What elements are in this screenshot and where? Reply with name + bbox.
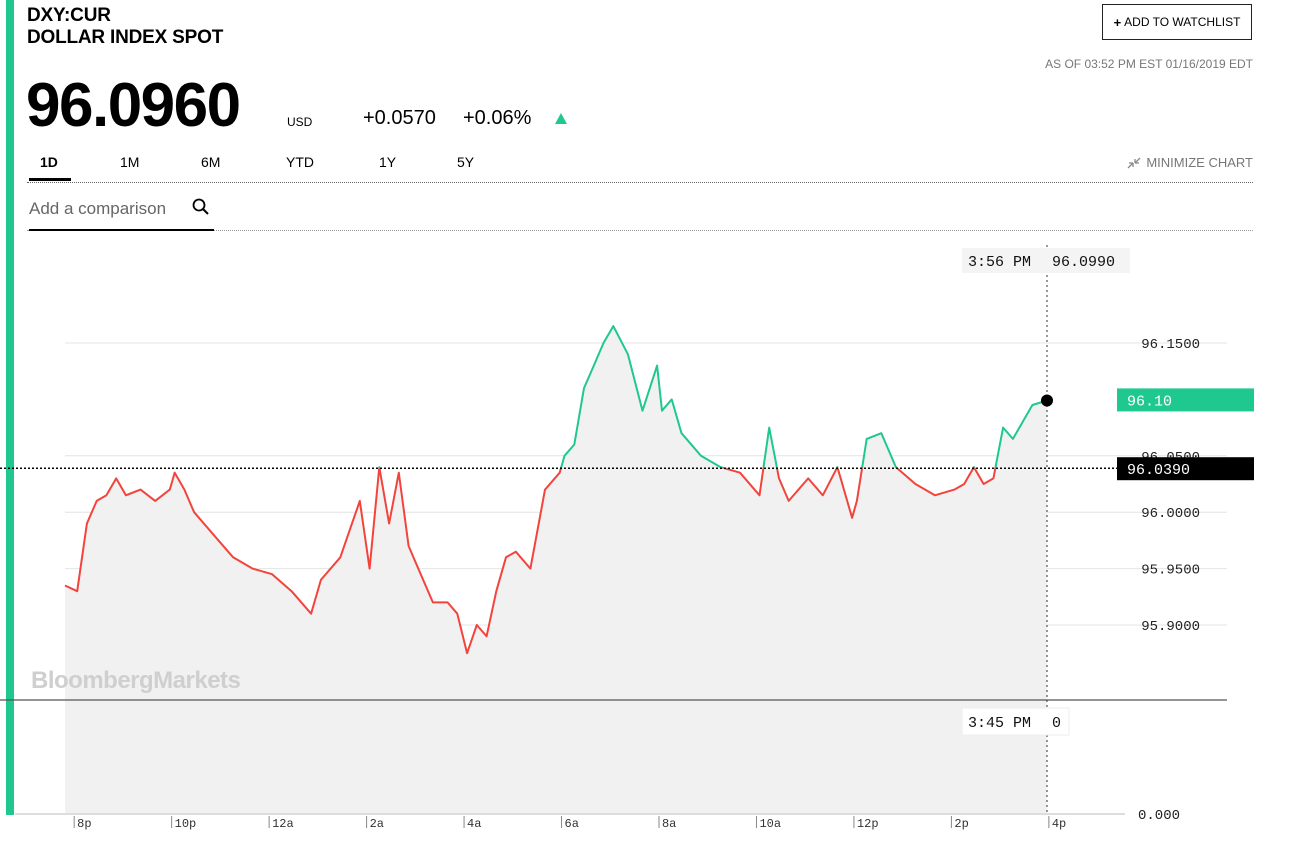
tab-1d[interactable]: 1D: [40, 154, 58, 170]
volume-tooltip-time: 3:45 PM: [968, 715, 1031, 732]
x-tick-label: 10p: [175, 817, 197, 831]
y-tick-label: 95.9500: [1141, 563, 1200, 579]
watchlist-label: ADD TO WATCHLIST: [1124, 15, 1241, 29]
volume-tooltip-box: [961, 707, 1070, 736]
comparison-search: [29, 196, 214, 231]
ticker-symbol: DXY:CUR: [27, 5, 111, 26]
x-tick-label: 8p: [77, 817, 91, 831]
security-name: DOLLAR INDEX SPOT: [27, 27, 224, 48]
x-tick-label: 4p: [1052, 817, 1066, 831]
x-tick-label: 2p: [954, 817, 968, 831]
bloomberg-watermark: BloombergMarkets: [31, 667, 241, 694]
previous-close-label: 96.0390: [1127, 462, 1190, 479]
current-price-box: [1117, 388, 1254, 412]
last-price: 96.0960: [26, 71, 241, 140]
tab-5y[interactable]: 5Y: [457, 154, 475, 170]
minimize-chart-button[interactable]: MINIMIZE CHART: [1127, 155, 1253, 170]
x-tick-label: 12a: [272, 817, 294, 831]
tab-1m[interactable]: 1M: [120, 154, 140, 170]
accent-bar: [6, 0, 14, 815]
tab-1y[interactable]: 1Y: [379, 154, 397, 170]
current-price-label: 96.10: [1127, 393, 1172, 410]
x-tick-label: 6a: [565, 817, 579, 831]
time-range-tabs: 1D 1M 6M YTD 1Y 5Y MINIMIZE CHART: [27, 150, 1253, 183]
y-tick-label: 95.9000: [1141, 619, 1200, 635]
plus-icon: +: [1113, 14, 1122, 30]
tab-ytd[interactable]: YTD: [286, 154, 314, 170]
add-to-watchlist-button[interactable]: + ADD TO WATCHLIST: [1102, 4, 1252, 40]
price-change-percent: +0.06%: [463, 107, 532, 129]
tooltip-box: [962, 248, 1130, 273]
tooltip-value: 96.0990: [1052, 254, 1115, 271]
x-tick-label: 2a: [370, 817, 384, 831]
tooltip-time: 3:56 PM: [968, 254, 1031, 271]
as-of-timestamp: AS OF 03:52 PM EST 01/16/2019 EDT: [1045, 57, 1253, 71]
minimize-icon: [1127, 157, 1141, 168]
x-tick-label: 8a: [662, 817, 676, 831]
x-tick-label: 12p: [857, 817, 879, 831]
price-area: [65, 326, 1047, 813]
comparison-row: [27, 196, 1253, 231]
current-price-marker: [1041, 394, 1053, 407]
currency-label: USD: [287, 115, 313, 129]
tab-6m[interactable]: 6M: [201, 154, 221, 170]
price-change: +0.0570: [363, 107, 436, 129]
previous-close-box: [1117, 457, 1254, 481]
plot-area: [65, 245, 1047, 813]
x-tick-label: 10a: [759, 817, 781, 831]
volume-zero-label: 0.000: [1138, 808, 1180, 824]
y-tick-label: 96.0500: [1141, 450, 1200, 466]
y-tick-label: 96.1500: [1141, 337, 1200, 353]
x-tick-label: 4a: [467, 817, 481, 831]
y-tick-label: 96.0000: [1141, 506, 1200, 522]
price-line-below: [64, 468, 997, 655]
minimize-label: MINIMIZE CHART: [1146, 155, 1253, 170]
volume-tooltip-value: 0: [1052, 715, 1061, 732]
comparison-input[interactable]: [29, 196, 179, 222]
search-icon[interactable]: [192, 198, 210, 216]
active-tab-indicator: [29, 178, 71, 181]
price-line-above: [378, 325, 1048, 469]
up-arrow-icon: [555, 113, 567, 124]
